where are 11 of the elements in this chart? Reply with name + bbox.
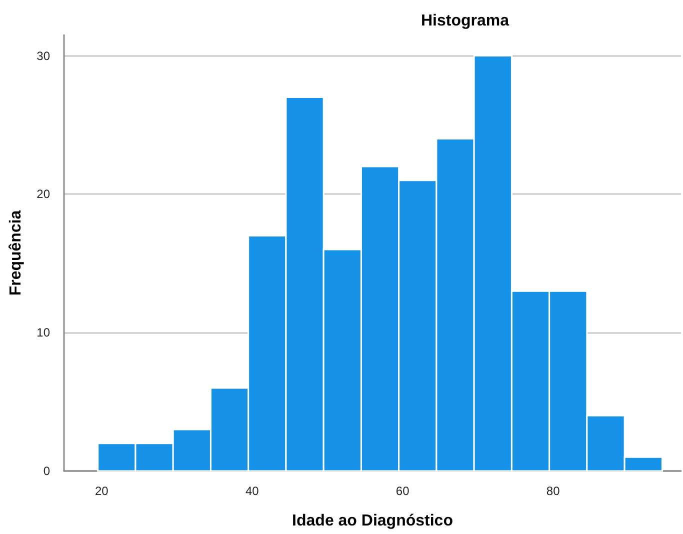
y-tick-label: 30 — [36, 48, 50, 63]
y-tick-label: 10 — [36, 326, 50, 340]
x-tick-label: 20 — [94, 484, 109, 498]
y-axis-title: Frequência — [8, 210, 24, 296]
y-tick-label: 0 — [43, 464, 50, 478]
y-tick-label: 20 — [36, 187, 50, 202]
chart-title: Histograma — [420, 12, 510, 30]
x-tick-label: 80 — [546, 484, 560, 498]
x-tick-label: 60 — [396, 484, 410, 498]
x-tick-label: 40 — [245, 484, 260, 498]
x-axis-title: Idade ao Diagnóstico — [292, 512, 454, 530]
